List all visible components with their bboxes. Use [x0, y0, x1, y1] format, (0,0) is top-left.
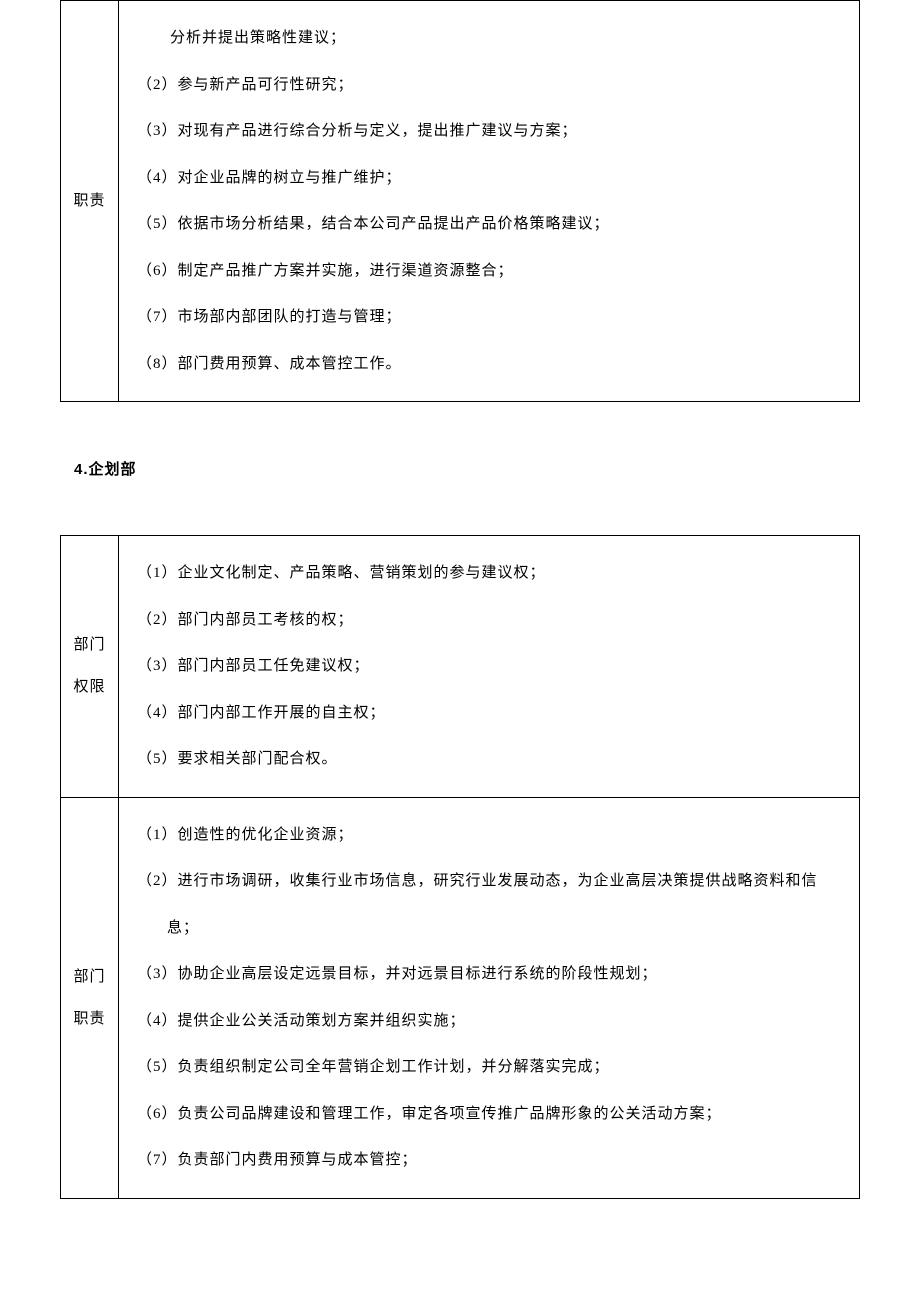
planning-dept-table: 部门权限 （1）企业文化制定、产品策略、营销策划的参与建议权； （2）部门内部员… — [60, 535, 860, 1199]
list-item: （1）创造性的优化企业资源； — [137, 812, 841, 859]
list-item: （7）市场部内部团队的打造与管理； — [137, 294, 841, 341]
list-item: （3）协助企业高层设定远景目标，并对远景目标进行系统的阶段性规划； — [137, 951, 841, 998]
list-item: （5）负责组织制定公司全年营销企划工作计划，并分解落实完成； — [137, 1044, 841, 1091]
list-item: （6）制定产品推广方案并实施，进行渠道资源整合； — [137, 248, 841, 295]
list-item: （3）对现有产品进行综合分析与定义，提出推广建议与方案； — [137, 108, 841, 155]
list-item: （8）部门费用预算、成本管控工作。 — [137, 341, 841, 388]
list-item: （4）部门内部工作开展的自主权； — [137, 690, 841, 737]
list-item: （6）负责公司品牌建设和管理工作，审定各项宣传推广品牌形象的公关活动方案； — [137, 1091, 841, 1138]
list-item: （2）参与新产品可行性研究； — [137, 62, 841, 109]
list-item: （3）部门内部员工任免建议权； — [137, 643, 841, 690]
list-item: （2）部门内部员工考核的权； — [137, 597, 841, 644]
list-item: （7）负责部门内费用预算与成本管控； — [137, 1137, 841, 1184]
content-cell-dept-authority: （1）企业文化制定、产品策略、营销策划的参与建议权； （2）部门内部员工考核的权… — [119, 536, 860, 798]
list-item: （2）进行市场调研，收集行业市场信息，研究行业发展动态，为企业高层决策提供战略资… — [137, 858, 841, 951]
list-item: （5）依据市场分析结果，结合本公司产品提出产品价格策略建议； — [137, 201, 841, 248]
content-cell-responsibility: 分析并提出策略性建议； （2）参与新产品可行性研究； （3）对现有产品进行综合分… — [119, 1, 860, 402]
list-item: （4）对企业品牌的树立与推广维护； — [137, 155, 841, 202]
label-cell-responsibility: 职责 — [61, 1, 119, 402]
content-cell-dept-responsibility: （1）创造性的优化企业资源； （2）进行市场调研，收集行业市场信息，研究行业发展… — [119, 797, 860, 1198]
list-item: （4）提供企业公关活动策划方案并组织实施； — [137, 998, 841, 1045]
section-heading-planning-dept: 4.企划部 — [74, 458, 860, 479]
label-cell-dept-responsibility: 部门职责 — [61, 797, 119, 1198]
list-item: 分析并提出策略性建议； — [137, 15, 841, 62]
list-item: （5）要求相关部门配合权。 — [137, 736, 841, 783]
list-item: （1）企业文化制定、产品策略、营销策划的参与建议权； — [137, 550, 841, 597]
responsibilities-table-top: 职责 分析并提出策略性建议； （2）参与新产品可行性研究； （3）对现有产品进行… — [60, 0, 860, 402]
label-cell-dept-authority: 部门权限 — [61, 536, 119, 798]
